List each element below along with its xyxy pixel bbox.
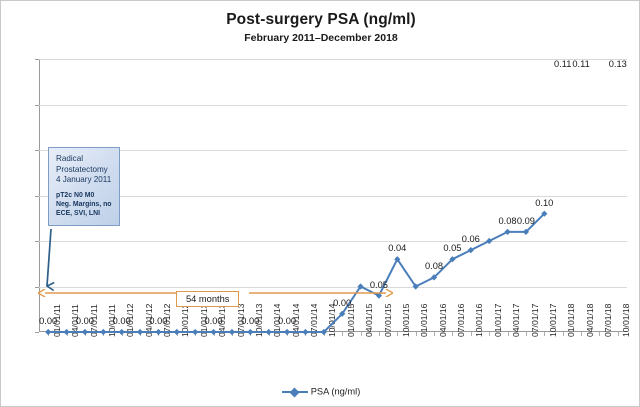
data-point-marker (173, 328, 180, 336)
data-point-label: 0.08 (498, 215, 517, 226)
data-point-marker (541, 210, 548, 217)
gridline (39, 241, 627, 242)
chart-title: Post-surgery PSA (ng/ml) (226, 11, 416, 28)
data-point-marker (228, 328, 236, 336)
x-axis-tick-mark (507, 332, 509, 336)
x-axis-tick-mark (415, 332, 417, 336)
data-point-marker (412, 283, 419, 290)
x-axis-tick-mark (489, 332, 491, 336)
data-point-label: 0.05 (443, 243, 462, 254)
data-point-marker (192, 328, 199, 336)
x-axis-tick-mark (360, 332, 362, 336)
data-point-marker (155, 328, 162, 336)
data-point-label: 0.00 (241, 316, 260, 326)
y-axis-tick-mark (35, 195, 39, 197)
callout-line-1: Radical (56, 154, 83, 163)
data-point-marker (486, 237, 493, 245)
data-point-marker (504, 228, 511, 235)
x-axis-tick-mark (452, 332, 454, 336)
data-point-label: 0.13 (608, 59, 627, 69)
data-point-label: 0.11 (572, 59, 590, 69)
data-point-marker (467, 247, 474, 254)
duration-label: 54 months (176, 291, 240, 307)
legend-marker-icon (281, 387, 308, 397)
data-point-label: 0.00 (278, 316, 297, 326)
callout-line-4: pT2c N0 M0 (56, 191, 95, 199)
data-point-marker (522, 228, 530, 235)
data-point-marker (63, 328, 70, 336)
legend-label-psa: PSA (ng/ml) (310, 386, 361, 397)
callout-radical-prostatectomy: Radical Prostatectomy 4 January 2011 pT2… (48, 147, 120, 226)
duration-bracket-arrow (39, 285, 627, 307)
data-point-marker (118, 328, 125, 336)
callout-line-5: Neg. Margins, no (56, 201, 112, 209)
x-axis-tick-mark (342, 332, 344, 336)
y-axis-tick-mark (35, 332, 39, 333)
data-point-marker (339, 310, 346, 317)
x-axis-tick-mark (397, 332, 399, 336)
x-axis-tick-mark (544, 332, 546, 336)
data-point-marker (100, 328, 107, 336)
x-axis-tick-mark (470, 332, 472, 336)
data-point-marker (302, 328, 309, 336)
gridline (39, 104, 627, 106)
gridline (39, 286, 627, 288)
data-point-marker (357, 283, 364, 290)
y-axis-tick-mark (35, 241, 39, 242)
x-axis-tick-mark (599, 332, 601, 336)
gridline (39, 150, 627, 151)
callout-line-2: Prostatectomy (56, 164, 108, 174)
plot-area: 00.050.10.150.20.250.3 01/01/1104/01/110… (35, 59, 631, 337)
data-point-marker (283, 328, 291, 336)
data-point-label: 0.06 (461, 234, 480, 245)
chart-legend: PSA (ng/ml) (1, 386, 640, 397)
data-point-label: 0.10 (535, 197, 554, 208)
data-point-label: 0.11 (553, 59, 572, 69)
data-point-label: 0.00 (333, 297, 352, 308)
y-axis-tick-mark (35, 150, 39, 151)
y-axis-tick-mark (35, 286, 39, 288)
callout-pointer-arrow (37, 228, 67, 309)
data-point-label: 0.00 (39, 316, 58, 326)
data-point-label: 0.00 (75, 316, 94, 326)
data-point-marker (45, 328, 52, 336)
callout-line-3: 4 January 2011 (56, 175, 112, 185)
y-axis-tick-mark (35, 59, 39, 60)
series-psa (45, 210, 548, 336)
gridline (39, 195, 627, 197)
data-point-label: 0.08 (425, 261, 444, 272)
data-point-marker (81, 328, 89, 336)
data-point-marker (247, 328, 254, 336)
y-axis-tick-mark (35, 104, 39, 106)
x-axis-tick-mark (434, 332, 436, 336)
data-point-label: 0.04 (388, 243, 407, 254)
x-axis-tick-mark (378, 332, 380, 336)
x-axis-line (39, 331, 627, 332)
data-point-marker (449, 256, 456, 263)
data-point-marker (265, 328, 272, 336)
data-point-label: 0.05 (369, 279, 388, 290)
gridline (39, 59, 627, 60)
x-axis-tick-mark (562, 332, 564, 336)
data-point-marker (394, 256, 401, 263)
data-point-label: 0.09 (516, 215, 535, 226)
data-point-marker (320, 328, 327, 336)
x-axis-tick-mark (581, 332, 583, 336)
data-point-label: 0.00 (149, 316, 168, 326)
data-point-marker (210, 328, 217, 336)
x-axis-tick-mark (617, 332, 619, 336)
callout-line-6: ECE, SVI, LNI (56, 210, 101, 218)
data-point-label: 0.00 (112, 316, 131, 326)
x-axis-tick-mark (525, 332, 527, 336)
data-point-label: 0.00 (204, 316, 223, 326)
data-point-marker (136, 328, 144, 336)
chart-subtitle: February 2011–December 2018 (244, 32, 398, 44)
